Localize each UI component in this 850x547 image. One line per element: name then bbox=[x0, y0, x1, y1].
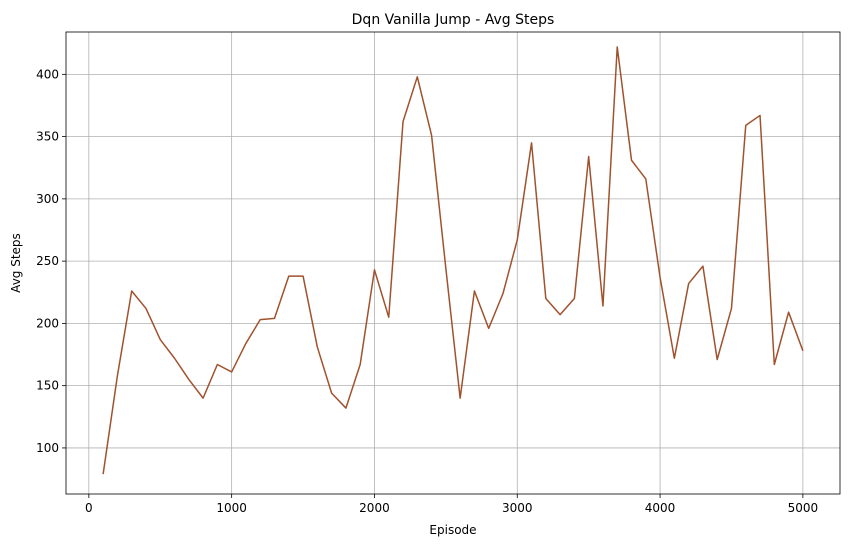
x-tick-label-5: 5000 bbox=[788, 501, 819, 515]
y-axis-label: Avg Steps bbox=[9, 233, 23, 293]
x-tick-label-0: 0 bbox=[85, 501, 93, 515]
y-axis-ticks: 100 150 200 250 300 350 400 bbox=[36, 67, 66, 455]
x-tick-label-1: 1000 bbox=[216, 501, 247, 515]
y-tick-label-6: 400 bbox=[36, 67, 59, 81]
x-axis-label: Episode bbox=[429, 523, 476, 537]
x-tick-label-3: 3000 bbox=[502, 501, 533, 515]
grid-lines bbox=[66, 32, 840, 494]
y-tick-label-1: 150 bbox=[36, 379, 59, 393]
plot-area-frame bbox=[65, 31, 841, 495]
series-lines bbox=[102, 46, 804, 475]
y-tick-label-0: 100 bbox=[36, 441, 59, 455]
x-tick-label-2: 2000 bbox=[359, 501, 390, 515]
y-tick-label-4: 300 bbox=[36, 192, 59, 206]
x-tick-label-4: 4000 bbox=[645, 501, 676, 515]
y-tick-label-5: 350 bbox=[36, 130, 59, 144]
x-axis-ticks: 0 1000 2000 3000 4000 5000 bbox=[85, 494, 818, 515]
y-tick-label-3: 250 bbox=[36, 254, 59, 268]
chart-title: Dqn Vanilla Jump - Avg Steps bbox=[352, 12, 555, 28]
series-line-0 bbox=[102, 46, 804, 475]
y-tick-label-2: 200 bbox=[36, 316, 59, 330]
